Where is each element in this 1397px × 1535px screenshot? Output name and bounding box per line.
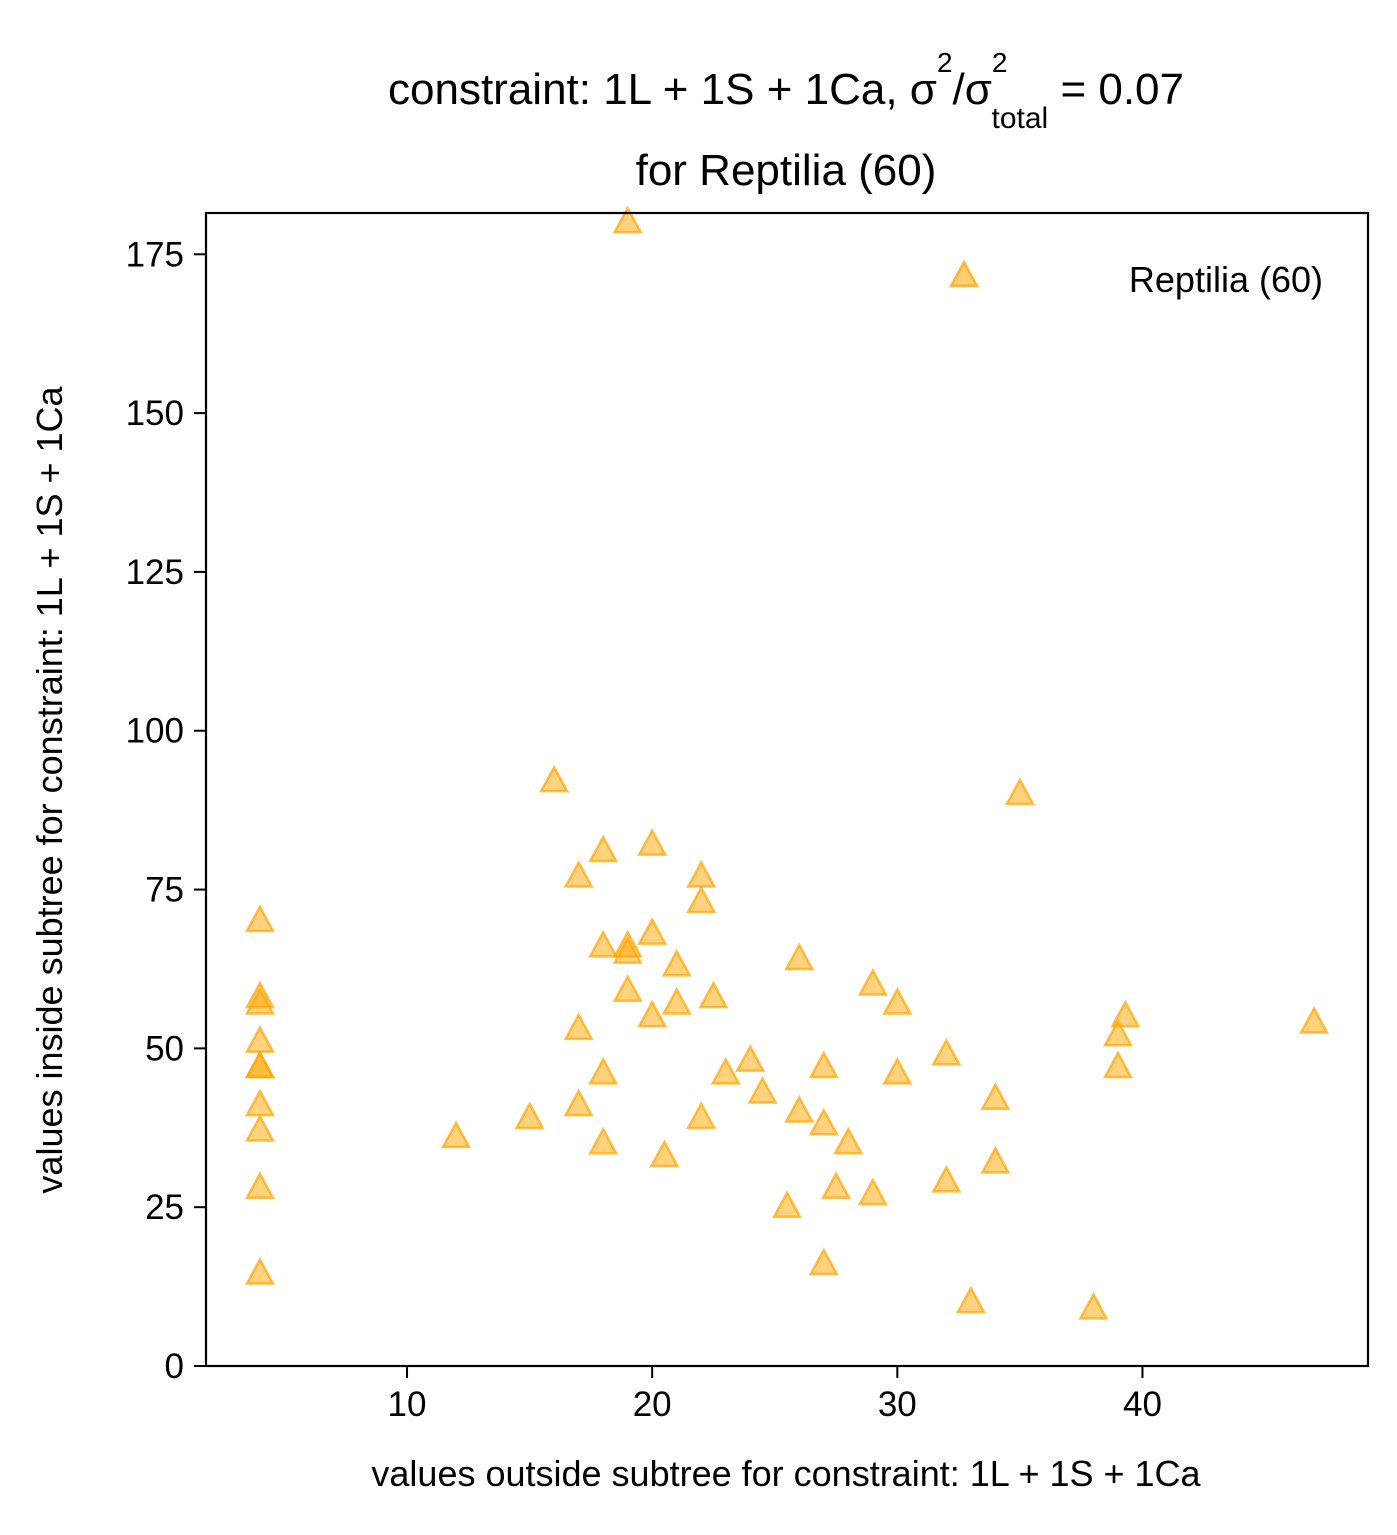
x-axis-ticks: 10 20 30 40 bbox=[388, 1366, 1162, 1424]
y-axis-ticks: 0 25 50 75 100 125 150 175 bbox=[126, 235, 206, 1386]
y-tick-label: 25 bbox=[145, 1188, 184, 1227]
data-point bbox=[771, 1190, 803, 1219]
data-point bbox=[244, 986, 276, 1015]
y-tick-label: 125 bbox=[126, 553, 184, 592]
x-tick-label: 10 bbox=[388, 1385, 427, 1424]
legend-label: Reptilia (60) bbox=[1129, 259, 1323, 300]
data-point bbox=[931, 1037, 962, 1066]
data-point bbox=[514, 1101, 545, 1130]
data-point bbox=[539, 764, 570, 793]
y-tick-label: 50 bbox=[145, 1029, 184, 1068]
data-point bbox=[735, 1044, 766, 1072]
data-point bbox=[1110, 999, 1141, 1028]
data-point bbox=[686, 885, 717, 914]
data-point bbox=[784, 1094, 815, 1123]
data-point bbox=[1298, 1005, 1330, 1034]
data-point bbox=[710, 1056, 741, 1085]
data-point bbox=[1102, 1050, 1134, 1079]
y-tick-label: 175 bbox=[126, 235, 184, 274]
title-sub: total bbox=[992, 102, 1049, 135]
x-axis-label: values outside subtree for constraint: 1… bbox=[371, 1453, 1201, 1494]
data-point bbox=[244, 904, 276, 933]
data-point bbox=[686, 859, 717, 888]
y-tick-label: 150 bbox=[126, 394, 184, 433]
data-point bbox=[637, 916, 668, 945]
x-tick-label: 40 bbox=[1123, 1385, 1162, 1424]
legend-triangle-marker bbox=[948, 259, 980, 288]
data-point bbox=[244, 1088, 276, 1117]
data-point bbox=[833, 1126, 864, 1155]
legend: Reptilia (60) bbox=[948, 259, 1323, 300]
chart-title: constraint: 1L + 1S + 1Ca, σ2/σ2 total = … bbox=[388, 47, 1184, 135]
data-point bbox=[563, 1012, 594, 1041]
data-point bbox=[808, 1247, 839, 1276]
chart-subtitle: for Reptilia (60) bbox=[636, 146, 937, 195]
y-tick-label: 100 bbox=[126, 712, 184, 751]
data-point bbox=[637, 999, 668, 1028]
data-point bbox=[882, 986, 913, 1015]
data-point bbox=[1078, 1291, 1109, 1320]
plot-frame bbox=[204, 211, 1370, 1368]
data-point bbox=[588, 929, 619, 958]
data-point bbox=[588, 1126, 619, 1155]
data-point bbox=[808, 1107, 839, 1136]
data-point bbox=[612, 974, 643, 1003]
data-point bbox=[244, 1113, 276, 1142]
data-point bbox=[698, 980, 729, 1009]
data-point bbox=[440, 1120, 472, 1149]
data-point bbox=[857, 1177, 888, 1206]
data-point bbox=[244, 1171, 276, 1199]
data-point bbox=[588, 834, 619, 863]
data-point bbox=[686, 1101, 717, 1130]
data-point bbox=[563, 859, 594, 888]
y-axis-label: values inside subtree for constraint: 1L… bbox=[29, 385, 70, 1193]
data-point bbox=[244, 1256, 276, 1285]
data-point bbox=[980, 1082, 1011, 1111]
data-point bbox=[747, 1075, 778, 1104]
title-suffix: = 0.07 bbox=[1048, 65, 1184, 114]
data-point bbox=[563, 1088, 594, 1117]
data-point bbox=[784, 942, 815, 971]
title-sup-2: 2 bbox=[992, 47, 1008, 78]
data-point bbox=[955, 1285, 986, 1314]
data-point bbox=[857, 967, 888, 996]
data-point bbox=[1102, 1018, 1134, 1047]
data-point bbox=[612, 205, 643, 234]
data-point bbox=[980, 1145, 1011, 1174]
y-tick-label: 75 bbox=[145, 871, 184, 910]
y-tick-label: 0 bbox=[165, 1347, 184, 1386]
data-point bbox=[808, 1050, 839, 1079]
data-point bbox=[612, 936, 643, 964]
data-point bbox=[244, 1050, 276, 1079]
data-points bbox=[244, 205, 1330, 1320]
data-point bbox=[1004, 777, 1035, 806]
x-tick-label: 20 bbox=[633, 1385, 672, 1424]
data-point bbox=[588, 1056, 619, 1085]
title-sup-1: 2 bbox=[937, 47, 953, 78]
data-point bbox=[820, 1171, 852, 1199]
data-point bbox=[637, 828, 668, 856]
data-point bbox=[661, 948, 692, 977]
data-point bbox=[244, 1024, 276, 1053]
data-point bbox=[931, 1164, 962, 1193]
x-tick-label: 30 bbox=[878, 1385, 917, 1424]
title-mid: /σ bbox=[953, 65, 992, 114]
title-prefix: constraint: 1L + 1S + 1Ca, σ bbox=[388, 65, 937, 114]
data-point bbox=[661, 986, 692, 1015]
data-point bbox=[882, 1056, 913, 1085]
data-point bbox=[649, 1139, 680, 1168]
